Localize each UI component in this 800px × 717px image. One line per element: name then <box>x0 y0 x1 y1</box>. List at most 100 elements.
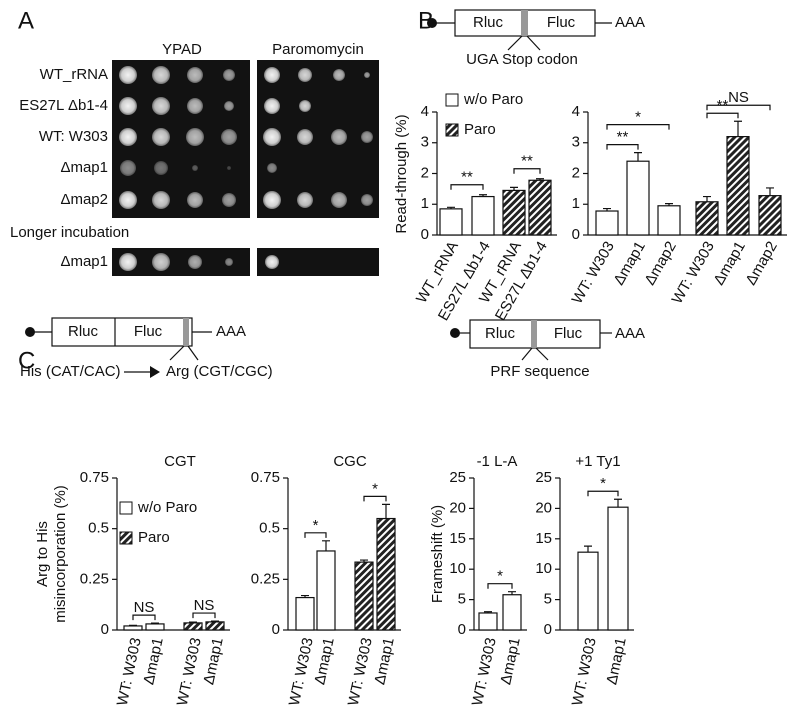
colony-spot <box>227 166 231 170</box>
colony-spot <box>331 192 347 208</box>
error-bar <box>510 186 518 191</box>
bar <box>607 506 629 631</box>
error-bar <box>665 203 673 206</box>
legend-label: w/o Paro <box>463 91 523 108</box>
x-tick-label: Δmap1 <box>200 636 227 686</box>
section-label: Longer incubation <box>10 224 129 241</box>
construct-label: Rluc <box>485 325 516 342</box>
row-label: WT_rRNA <box>40 66 108 83</box>
colony-spot <box>297 192 313 208</box>
colony-spot <box>152 97 170 115</box>
significance-bracket <box>363 495 387 502</box>
significance-bracket <box>706 112 739 119</box>
error-bar <box>614 498 622 508</box>
y-tick-label: 0.75 <box>80 469 109 486</box>
bar <box>145 623 165 631</box>
error-bar <box>447 206 455 209</box>
construct-label: AAA <box>615 14 645 31</box>
bar <box>595 210 619 236</box>
bar <box>502 189 526 236</box>
site-label: UGA Stop codon <box>466 51 578 68</box>
bar <box>205 621 225 631</box>
row-label: Δmap2 <box>60 191 108 208</box>
chart-title: CGT <box>164 453 196 470</box>
significance-bracket <box>606 123 670 130</box>
colony-spot <box>187 67 203 83</box>
significance-label: NS <box>134 599 155 616</box>
x-tick-label: Δmap1 <box>603 636 630 686</box>
bar <box>502 594 522 631</box>
legend-label: w/o Paro <box>137 499 197 516</box>
colony-spot <box>264 98 280 114</box>
y-tick-label: 0 <box>272 621 280 638</box>
colony-spot <box>119 253 137 271</box>
legend-swatch <box>445 123 459 137</box>
bar <box>758 195 782 236</box>
bar <box>695 201 719 236</box>
chart-title: +1 Ty1 <box>575 453 620 470</box>
bar <box>354 561 374 631</box>
x-tick-label: WT: W303 <box>174 636 205 707</box>
panel-label: B <box>418 7 434 34</box>
y-axis-label: Read-through (%) <box>393 114 410 233</box>
y-tick-label: 25 <box>449 469 466 486</box>
colony-spot <box>222 193 236 207</box>
error-bar <box>734 120 742 137</box>
colony-spot <box>152 128 170 146</box>
significance-bracket <box>587 490 619 497</box>
bar <box>471 195 495 236</box>
colony-spot <box>186 128 204 146</box>
y-tick-label: 3 <box>421 134 429 151</box>
significance-label: NS <box>194 597 215 614</box>
significance-label: ** <box>521 153 533 170</box>
colony-spot <box>224 101 234 111</box>
y-tick-label: 1 <box>421 195 429 212</box>
colony-spot <box>364 72 370 78</box>
y-axis-label: Arg to His <box>34 521 51 587</box>
error-bar <box>536 178 544 181</box>
y-tick-label: 0.25 <box>80 570 109 587</box>
legend-swatch <box>445 93 459 107</box>
bar <box>439 208 463 236</box>
row-label: ES27L Δb1-4 <box>19 97 108 114</box>
significance-bracket <box>706 104 771 111</box>
significance-bracket <box>304 532 327 538</box>
error-bar <box>703 195 711 202</box>
colony-spot <box>333 69 345 81</box>
y-tick-label: 0 <box>458 621 466 638</box>
significance-label: * <box>313 517 319 534</box>
y-tick-label: 1 <box>572 195 580 212</box>
legend-swatch <box>119 501 133 515</box>
construct: Rluc Fluc AAA PRF sequence <box>450 319 645 380</box>
y-tick-label: 4 <box>421 103 429 120</box>
y-tick-label: 5 <box>458 591 466 608</box>
y-tick-label: 2 <box>421 164 429 181</box>
colony-spot <box>154 161 168 175</box>
colony-spot <box>188 255 202 269</box>
panel-label: C <box>18 347 35 374</box>
legend-label: Paro <box>464 121 496 138</box>
significance-label: * <box>635 109 641 126</box>
significance-bracket <box>606 143 639 150</box>
bar <box>478 612 498 631</box>
x-tick-label: WT: W303 <box>469 636 500 707</box>
colony-spot <box>221 129 237 145</box>
chart-title: CGC <box>333 453 367 470</box>
colony-spot <box>120 160 136 176</box>
significance-bracket <box>487 583 513 589</box>
construct-label: Rluc <box>68 323 99 340</box>
error-bar <box>322 540 330 551</box>
y-tick-label: 15 <box>535 530 552 547</box>
x-tick-label: WT: W303 <box>569 636 600 707</box>
y-tick-label: 0 <box>421 226 429 243</box>
colony-spot <box>263 191 281 209</box>
significance-label: * <box>497 568 503 585</box>
error-bar <box>129 624 137 626</box>
significance-bracket <box>192 612 216 619</box>
colony-spot <box>152 191 170 209</box>
y-tick-label: 0 <box>572 226 580 243</box>
significance-label: ** <box>461 169 473 186</box>
significance-bracket <box>450 184 484 190</box>
bar <box>316 550 336 631</box>
